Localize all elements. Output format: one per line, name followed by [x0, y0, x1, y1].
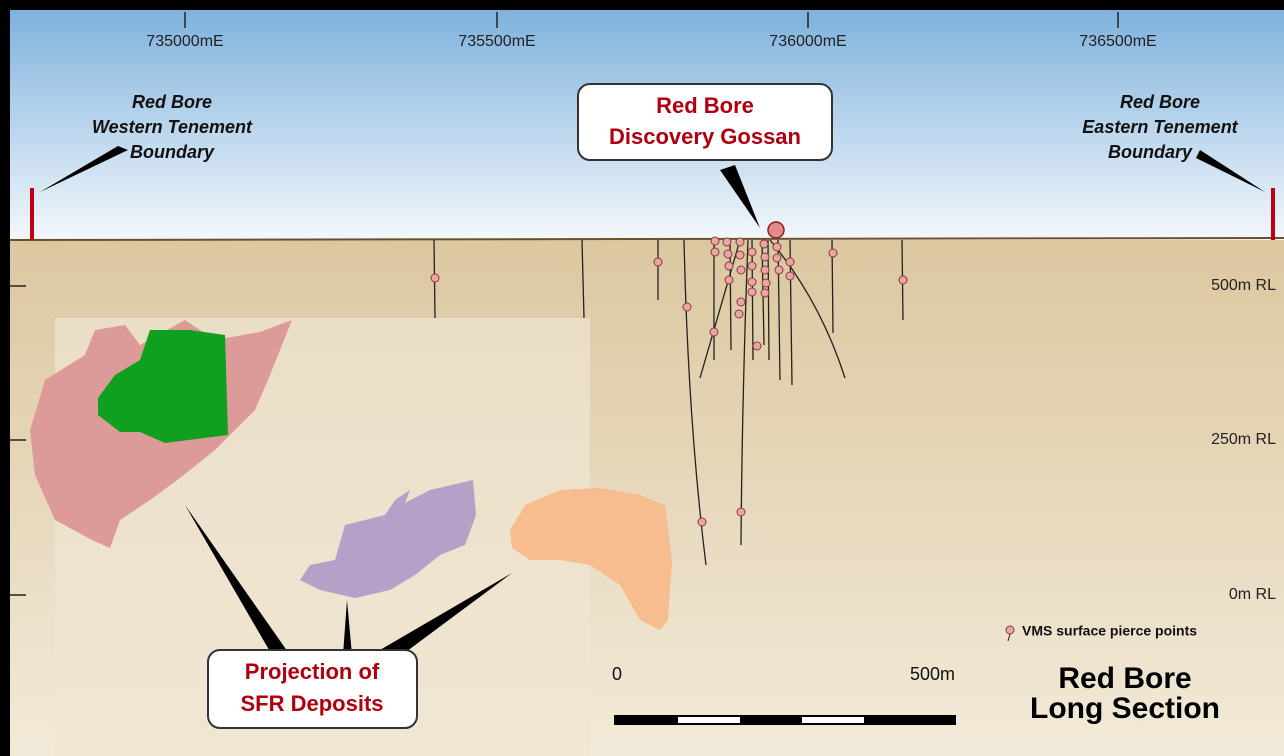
callout-text: SFR Deposits — [240, 691, 383, 716]
boundary-label: Western Tenement — [92, 117, 253, 137]
scale-bar — [614, 715, 956, 725]
elevation-label: 500m RL — [1211, 277, 1276, 294]
gossan-marker — [768, 222, 784, 238]
boundary-label: Red Bore — [132, 92, 212, 112]
elevation-label: 250m RL — [1211, 431, 1276, 448]
boundary-marker — [30, 188, 34, 240]
scale-label: 0 — [612, 664, 622, 684]
title: Long Section — [1030, 692, 1220, 725]
title: Red Bore — [1058, 662, 1191, 695]
easting-label: 736500mE — [1079, 33, 1156, 50]
boundary-label: Eastern Tenement — [1082, 117, 1238, 137]
callout-text: Red Bore — [656, 93, 754, 118]
callout-text: Projection of — [245, 659, 380, 684]
legend-label: VMS surface pierce points — [1022, 623, 1197, 639]
easting-label: 736000mE — [769, 33, 846, 50]
easting-label: 735000mE — [146, 33, 223, 50]
elevation-label: 0m RL — [1229, 586, 1276, 603]
easting-label: 735500mE — [458, 33, 535, 50]
boundary-label: Boundary — [130, 142, 215, 162]
boundary-marker — [1271, 188, 1275, 240]
long-section: 735000mE 735500mE 736000mE 736500mE 500m… — [0, 0, 1284, 756]
boundary-label: Red Bore — [1120, 92, 1200, 112]
callout-text: Discovery Gossan — [609, 124, 801, 149]
scale-label: 500m — [910, 664, 955, 684]
legend-symbol — [1006, 626, 1014, 634]
boundary-label: Boundary — [1108, 142, 1193, 162]
